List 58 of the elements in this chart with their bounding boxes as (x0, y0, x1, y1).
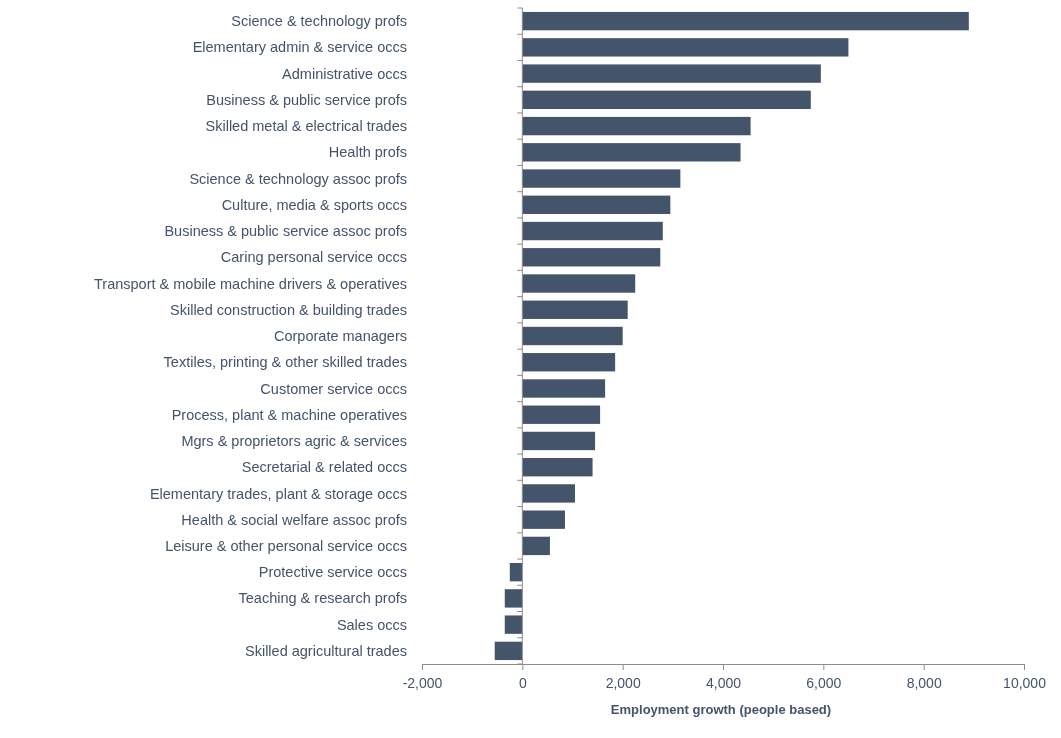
y-tick-label: Textiles, printing & other skilled trades (163, 354, 407, 371)
bar (522, 484, 576, 503)
bar (509, 562, 523, 582)
y-tick-label: Business & public service profs (206, 91, 407, 108)
bar (522, 143, 741, 162)
bar (522, 248, 661, 267)
bar (522, 195, 671, 214)
bar (522, 11, 969, 31)
y-tick-label: Customer service occs (260, 380, 407, 397)
y-tick-label: Health profs (328, 144, 407, 161)
y-tick-label: Skilled construction & building trades (170, 301, 407, 318)
bar (522, 326, 623, 346)
bar (522, 116, 751, 136)
bar (522, 536, 550, 556)
bar (522, 353, 616, 372)
y-tick-label: Teaching & research profs (238, 590, 407, 607)
x-tick-label: 10,000 (1003, 675, 1047, 692)
bar (494, 641, 523, 661)
y-tick-label: Business & public service assoc profs (164, 223, 407, 240)
bar (522, 38, 849, 57)
bar (522, 458, 593, 477)
y-tick-label: Culture, media & sports occs (221, 196, 407, 213)
bar (522, 221, 663, 241)
x-tick-label: -2,000 (402, 675, 443, 692)
bar (522, 431, 596, 451)
x-tick-label: 2,000 (605, 675, 641, 692)
y-tick-label: Skilled metal & electrical trades (205, 118, 407, 135)
y-tick-label: Health & social welfare assoc profs (181, 511, 407, 528)
y-tick-label: Protective service occs (258, 564, 407, 581)
x-tick-label: 6,000 (806, 675, 842, 692)
y-tick-label: Science & technology profs (231, 13, 407, 30)
bar (522, 379, 606, 398)
y-tick-label: Mgrs & proprietors agric & services (181, 433, 407, 450)
bar (504, 615, 523, 634)
y-tick-label: Transport & mobile machine drivers & operatives (94, 275, 407, 292)
bar (522, 274, 636, 293)
y-tick-label: Sales occs (336, 616, 407, 633)
y-tick-label: Skilled agricultural trades (245, 642, 407, 659)
bar (522, 405, 601, 424)
bar (522, 90, 811, 110)
bar (522, 169, 681, 188)
x-tick-label: 4,000 (705, 675, 742, 692)
y-tick-label: Corporate managers (274, 328, 407, 345)
bar (522, 510, 565, 529)
y-tick-label: Secretarial & related occs (241, 459, 407, 476)
y-tick-label: Process, plant & machine operatives (171, 406, 407, 423)
x-tick-label: 8,000 (906, 675, 942, 692)
x-axis-title: Employment growth (people based) (610, 702, 832, 717)
bar (504, 589, 523, 608)
x-tick-label: 0 (518, 675, 527, 692)
y-tick-label: Administrative occs (282, 65, 407, 82)
y-tick-label: Leisure & other personal service occs (165, 537, 407, 554)
bar (522, 64, 821, 83)
y-tick-label: Elementary trades, plant & storage occs (149, 485, 407, 502)
y-tick-label: Caring personal service occs (220, 249, 407, 266)
y-tick-label: Elementary admin & service occs (192, 39, 407, 56)
y-tick-label: Science & technology assoc profs (189, 170, 407, 187)
bar (522, 300, 628, 319)
